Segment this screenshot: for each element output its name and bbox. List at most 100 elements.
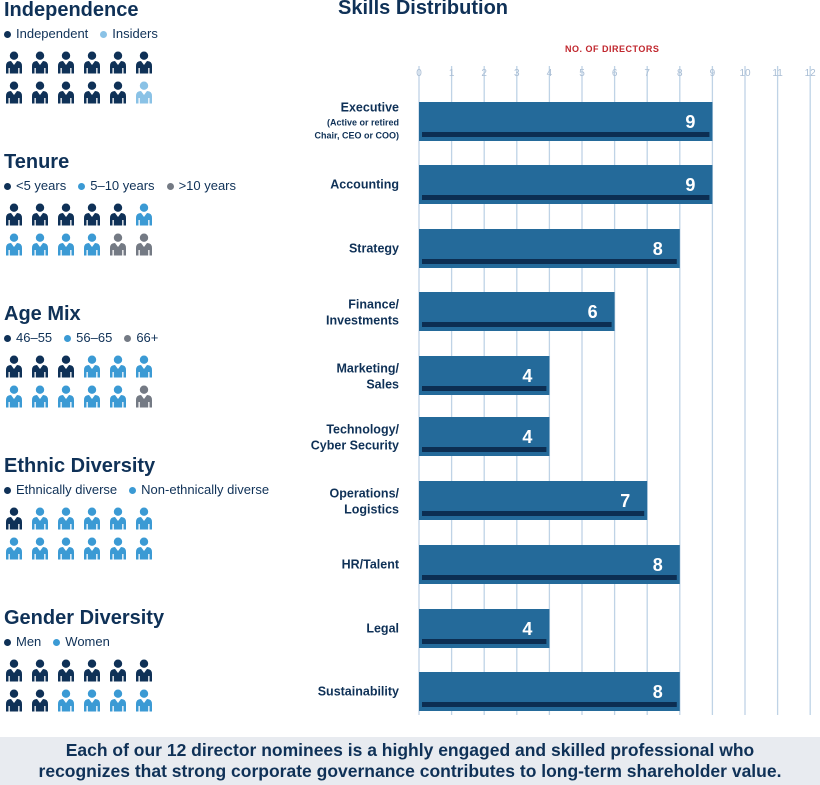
category-label-line: Executive (341, 101, 399, 115)
bar-stripe (422, 195, 710, 200)
person-icon (4, 202, 30, 232)
category-label-line: Operations/ (330, 487, 400, 501)
category-label: Legal (366, 622, 399, 636)
category-label-line: Sales (366, 378, 399, 392)
person-icon (56, 688, 82, 718)
person-icon (30, 50, 56, 80)
x-tick-label: 4 (547, 68, 553, 79)
person-icon (30, 506, 56, 536)
category-label: Strategy (349, 242, 399, 256)
person-icon (82, 384, 108, 414)
people-grid (4, 354, 160, 414)
section-3: Ethnic Diversity Ethnically diverse Non-et… (4, 455, 304, 560)
category-label-line: Logistics (344, 503, 399, 517)
person-icon (134, 50, 160, 80)
person-icon (30, 688, 56, 718)
legend-dot (100, 30, 108, 38)
section-title: Ethnic Diversity (4, 455, 156, 477)
person-icon (82, 202, 108, 232)
bar-stripe (422, 511, 645, 516)
bar-value-label: 8 (653, 239, 663, 259)
bar-stripe (422, 575, 677, 580)
legend-label: 5–10 years (90, 178, 155, 193)
legend-item: 66+ (124, 330, 158, 346)
x-axis-label: NO. OF DIRECTORS (565, 44, 660, 54)
legend-dot (129, 486, 137, 494)
bar-value-label: 4 (522, 366, 532, 386)
category-label-line: Finance/ (348, 298, 399, 312)
person-icon (108, 50, 134, 80)
bar-stripe (422, 639, 547, 644)
bar-stripe (422, 259, 677, 264)
legend-label: Independent (16, 26, 89, 41)
legend-label: 46–55 (16, 330, 53, 345)
person-icon (56, 80, 82, 110)
person-icon (108, 354, 134, 384)
category-label-line: Accounting (330, 178, 399, 192)
legend-label: Insiders (112, 26, 158, 41)
category-label: Sustainability (318, 685, 399, 699)
legend-item: Ethnically diverse (4, 482, 117, 498)
legend-item: 46–55 (4, 330, 52, 346)
legend-item: Men (4, 634, 41, 650)
category-label-line: Cyber Security (311, 439, 399, 453)
person-icon (56, 202, 82, 232)
bar-value-label: 8 (653, 682, 663, 702)
person-icon (4, 688, 30, 718)
x-tick-label: 11 (772, 68, 783, 79)
person-icon (108, 202, 134, 232)
person-icon (108, 80, 134, 110)
legend-label: Men (16, 634, 42, 649)
x-tick-label: 0 (416, 68, 422, 79)
person-icon (108, 688, 134, 718)
person-icon (134, 658, 160, 688)
person-icon (30, 536, 56, 566)
legend-dot (4, 638, 11, 646)
legend: Independent Insiders (4, 26, 304, 42)
person-icon (134, 232, 160, 262)
legend-dot (166, 182, 174, 190)
bar-value-label: 9 (685, 175, 695, 195)
people-grid (4, 506, 160, 566)
person-icon (82, 232, 108, 262)
person-icon (4, 658, 30, 688)
bar-value-label: 9 (685, 112, 695, 132)
person-icon (134, 688, 160, 718)
legend: 46–55 56–65 66+ (4, 330, 304, 346)
person-icon (30, 384, 56, 414)
legend-dot (4, 486, 11, 494)
legend-dot (53, 638, 61, 646)
person-icon (134, 80, 160, 110)
bar-value-label: 8 (653, 555, 663, 575)
x-tick-label: 12 (805, 68, 817, 79)
bar-stripe (422, 322, 612, 327)
x-tick-label: 9 (710, 68, 716, 79)
person-icon (134, 354, 160, 384)
person-icon (108, 232, 134, 262)
legend-dot (4, 30, 11, 38)
bar-stripe (422, 447, 547, 452)
legend-label: 56–65 (76, 330, 113, 345)
x-tick-label: 8 (677, 68, 683, 79)
person-icon (82, 658, 108, 688)
person-icon (30, 232, 56, 262)
person-icon (134, 506, 160, 536)
legend-dot (4, 182, 11, 190)
people-grid (4, 50, 160, 110)
legend-label: <5 years (16, 178, 67, 193)
person-icon (134, 536, 160, 566)
category-label: Finance/Investments (326, 298, 399, 328)
legend-label: >10 years (178, 178, 237, 193)
person-icon (82, 536, 108, 566)
legend-item: Independent (4, 26, 88, 42)
person-icon (4, 384, 30, 414)
person-icon (4, 536, 30, 566)
person-icon (108, 384, 134, 414)
bar-value-label: 7 (620, 491, 630, 511)
legend-label: 66+ (136, 330, 159, 345)
person-icon (4, 354, 30, 384)
legend-item: Insiders (100, 26, 158, 42)
category-label-line: (Active or retired (327, 118, 399, 128)
person-icon (4, 50, 30, 80)
category-label-line: Strategy (349, 242, 399, 256)
